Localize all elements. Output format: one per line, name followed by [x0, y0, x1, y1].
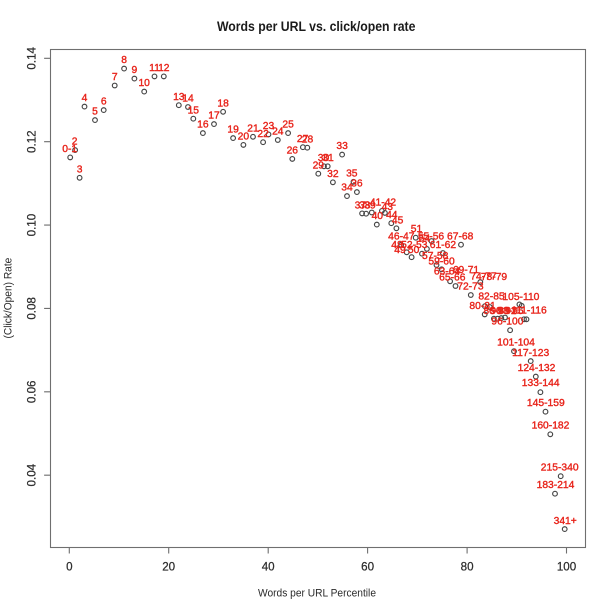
svg-text:52-53: 52-53	[401, 240, 428, 251]
svg-text:124-132: 124-132	[518, 363, 556, 374]
svg-text:0.08: 0.08	[26, 297, 39, 320]
svg-text:54: 54	[419, 233, 431, 244]
svg-text:41-42: 41-42	[370, 198, 397, 209]
svg-text:10: 10	[138, 78, 150, 89]
svg-text:Words per URL Percentile: Words per URL Percentile	[258, 588, 376, 600]
svg-text:43: 43	[382, 202, 394, 213]
svg-text:60: 60	[361, 561, 374, 574]
svg-text:160-182: 160-182	[532, 421, 570, 432]
svg-text:13: 13	[173, 92, 185, 103]
svg-text:35: 35	[346, 168, 358, 179]
svg-text:30: 30	[318, 153, 330, 164]
svg-text:26: 26	[287, 146, 299, 157]
svg-text:215-340: 215-340	[541, 462, 579, 473]
svg-text:25: 25	[282, 120, 294, 131]
svg-text:67-68: 67-68	[447, 231, 474, 242]
svg-text:50: 50	[408, 245, 420, 256]
svg-text:40: 40	[262, 561, 275, 574]
svg-text:5: 5	[92, 107, 98, 118]
svg-text:18: 18	[217, 98, 229, 109]
svg-text:40: 40	[372, 211, 384, 222]
svg-text:21: 21	[247, 123, 259, 134]
svg-text:93-95: 93-95	[497, 306, 524, 317]
svg-text:96-100: 96-100	[491, 317, 523, 328]
svg-text:117-123: 117-123	[512, 348, 549, 359]
svg-text:38: 38	[359, 200, 371, 211]
svg-text:24: 24	[272, 127, 284, 138]
svg-text:133-144: 133-144	[522, 378, 560, 389]
svg-text:45: 45	[392, 216, 404, 227]
svg-text:2: 2	[72, 137, 78, 148]
svg-text:20: 20	[162, 561, 175, 574]
svg-text:145-159: 145-159	[527, 398, 565, 409]
svg-text:90-92: 90-92	[490, 306, 517, 317]
svg-text:80: 80	[461, 561, 474, 574]
svg-text:0-1: 0-1	[62, 144, 77, 155]
svg-text:0: 0	[66, 561, 72, 574]
svg-text:48: 48	[391, 240, 403, 251]
svg-text:6: 6	[101, 97, 107, 108]
svg-text:(Click/Open) Rate: (Click/Open) Rate	[2, 258, 14, 339]
svg-text:28: 28	[302, 134, 314, 145]
svg-text:63-64: 63-64	[434, 267, 461, 278]
svg-text:36: 36	[351, 179, 363, 190]
svg-text:9: 9	[132, 65, 138, 76]
svg-text:0.04: 0.04	[26, 463, 39, 486]
svg-text:Words per URL vs. click/open r: Words per URL vs. click/open rate	[217, 19, 416, 35]
svg-text:31: 31	[322, 153, 334, 164]
svg-text:78-79: 78-79	[481, 272, 508, 283]
svg-text:82-85: 82-85	[478, 292, 505, 303]
svg-text:69-71: 69-71	[453, 265, 480, 276]
svg-text:44: 44	[386, 210, 398, 221]
svg-text:0.14: 0.14	[26, 46, 39, 69]
svg-text:7: 7	[112, 72, 118, 83]
svg-text:105-110: 105-110	[502, 292, 539, 303]
svg-text:19: 19	[227, 125, 239, 136]
svg-text:59-60: 59-60	[428, 256, 455, 267]
svg-text:16: 16	[197, 120, 209, 131]
svg-text:15: 15	[188, 105, 200, 116]
svg-text:51: 51	[411, 224, 423, 235]
svg-text:12: 12	[158, 63, 170, 74]
svg-text:341+: 341+	[554, 516, 577, 527]
svg-text:8: 8	[121, 55, 127, 66]
svg-text:74-77: 74-77	[470, 272, 497, 283]
svg-text:55-56: 55-56	[418, 231, 445, 242]
svg-text:29: 29	[313, 160, 325, 171]
svg-text:101-104: 101-104	[497, 338, 535, 349]
svg-text:0.12: 0.12	[26, 130, 39, 153]
svg-text:32: 32	[327, 169, 339, 180]
svg-text:23: 23	[263, 121, 275, 132]
svg-text:3: 3	[77, 164, 83, 175]
svg-text:183-214: 183-214	[537, 480, 575, 491]
svg-text:14: 14	[182, 94, 194, 105]
svg-text:11: 11	[149, 63, 160, 74]
svg-text:34: 34	[341, 183, 353, 194]
svg-text:33: 33	[336, 141, 348, 152]
svg-text:0.06: 0.06	[26, 381, 39, 404]
svg-text:20: 20	[238, 132, 250, 143]
svg-text:27: 27	[297, 134, 309, 145]
svg-text:37: 37	[355, 200, 367, 211]
svg-text:100: 100	[557, 561, 576, 574]
svg-text:22: 22	[257, 129, 269, 140]
svg-text:17: 17	[208, 111, 220, 122]
svg-text:46-47: 46-47	[388, 231, 415, 242]
svg-text:39: 39	[364, 201, 376, 212]
svg-text:57-58: 57-58	[422, 251, 449, 262]
svg-text:80-81: 80-81	[469, 301, 496, 312]
svg-text:49: 49	[394, 245, 406, 256]
svg-text:72-73: 72-73	[457, 282, 484, 293]
svg-text:86-89: 86-89	[483, 306, 510, 317]
svg-text:61-62: 61-62	[430, 240, 457, 251]
svg-text:65-66: 65-66	[439, 272, 466, 283]
svg-text:4: 4	[82, 93, 88, 104]
svg-text:111-116: 111-116	[511, 306, 547, 317]
svg-text:0.10: 0.10	[26, 214, 39, 237]
